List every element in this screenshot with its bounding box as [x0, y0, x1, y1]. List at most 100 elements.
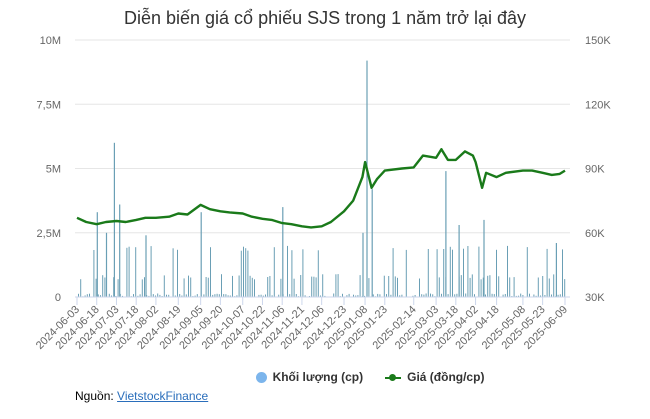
volume-bar-peak[interactable]: [282, 207, 284, 297]
volume-bar: [456, 293, 458, 297]
volume-bar: [471, 274, 473, 297]
volume-bar: [104, 277, 106, 297]
y-right-tick-label: 30K: [585, 292, 605, 304]
volume-bar: [157, 293, 159, 297]
volume-bar: [480, 279, 482, 297]
volume-bar: [386, 294, 387, 297]
volume-bar: [414, 295, 416, 297]
price-line[interactable]: [76, 148, 566, 229]
volume-bar: [280, 278, 282, 297]
volume-bar: [210, 247, 211, 297]
volume-bar: [196, 294, 198, 297]
volume-bar: [487, 275, 489, 297]
volume-bar: [172, 248, 174, 297]
volume-bars[interactable]: [78, 60, 566, 298]
volume-bar: [474, 294, 475, 297]
volume-bar-peak[interactable]: [119, 204, 121, 298]
legend-item-volume[interactable]: Khối lượng (cp): [255, 370, 364, 384]
volume-bar-peak[interactable]: [458, 225, 460, 297]
volume-bar: [383, 275, 385, 297]
volume-bar: [388, 276, 390, 297]
volume-bar: [507, 245, 508, 297]
volume-bar-peak[interactable]: [362, 232, 364, 298]
volume-bar: [548, 278, 550, 297]
volume-bar: [460, 275, 462, 297]
volume-bar-peak[interactable]: [371, 189, 373, 297]
volume-bar: [465, 293, 467, 297]
volume-bar: [502, 294, 504, 297]
volume-bar: [496, 249, 497, 297]
volume-bar: [357, 295, 359, 297]
volume-bar-peak[interactable]: [200, 212, 202, 297]
volume-bar: [207, 277, 209, 297]
volume-bar: [128, 246, 130, 297]
volume-bar: [93, 250, 95, 297]
volume-bar: [405, 249, 407, 297]
y-left-tick-label: 2,5M: [37, 228, 61, 240]
source-link[interactable]: VietstockFinance: [117, 389, 209, 403]
volume-bar: [177, 249, 178, 297]
volume-bar: [522, 295, 524, 297]
chart-legend: Khối lượng (cp) Giá (đồng/cp): [0, 370, 650, 384]
volume-bar: [449, 246, 451, 297]
volume-bar: [133, 294, 134, 297]
legend-item-price[interactable]: Giá (đồng/cp): [385, 370, 484, 384]
volume-bar: [144, 277, 145, 297]
volume-bar: [139, 294, 141, 297]
volume-bar: [216, 293, 218, 297]
volume-bar: [311, 276, 313, 297]
volume-bar: [452, 249, 453, 297]
volume-bar: [335, 274, 337, 297]
volume-bar: [447, 294, 449, 297]
volume-bar: [188, 275, 189, 297]
volume-bar: [412, 295, 414, 297]
volume-bar: [551, 294, 552, 297]
volume-bar: [80, 279, 82, 297]
x-axis-ticks: 2024-06-032024-06-182024-07-032024-07-18…: [34, 297, 570, 352]
volume-bar-peak[interactable]: [113, 142, 115, 297]
volume-bar: [337, 274, 339, 297]
volume-bar-peak[interactable]: [105, 232, 108, 298]
volume-bar-peak[interactable]: [145, 235, 147, 297]
volume-bar-peak[interactable]: [483, 219, 485, 297]
volume-bar: [212, 294, 214, 297]
volume-legend-icon: [255, 371, 267, 383]
volume-bar: [529, 293, 530, 297]
volume-bar: [221, 274, 222, 297]
volume-bar: [425, 293, 427, 297]
volume-bar: [278, 294, 280, 297]
volume-bar: [304, 295, 306, 297]
legend-volume-label: Khối lượng (cp): [272, 370, 364, 384]
volume-bar: [108, 293, 110, 297]
volume-bar: [174, 295, 176, 297]
volume-bar: [84, 295, 86, 297]
volume-bar-peak[interactable]: [445, 171, 447, 297]
volume-bar-peak[interactable]: [366, 60, 368, 297]
volume-bar: [95, 278, 97, 297]
volume-bar: [289, 294, 291, 297]
volume-bar: [236, 295, 238, 297]
volume-bar: [225, 294, 227, 297]
volume-bar: [421, 294, 423, 297]
volume-bar: [313, 276, 315, 297]
volume-bar: [535, 295, 537, 297]
volume-bar: [509, 277, 511, 297]
volume-bar: [265, 294, 266, 297]
volume-bar-peak[interactable]: [555, 243, 557, 297]
volume-bar: [467, 246, 469, 297]
volume-bar: [430, 293, 431, 297]
volume-bar: [368, 278, 370, 297]
volume-bar: [379, 294, 381, 297]
volume-bar: [482, 277, 484, 297]
volume-bar: [390, 294, 392, 297]
volume-bar: [269, 276, 271, 297]
volume-bar: [148, 295, 150, 297]
chart-title: Diễn biến giá cổ phiếu SJS trong 1 năm t…: [123, 8, 527, 28]
volume-bar-peak[interactable]: [96, 212, 98, 297]
price-legend-icon: [385, 372, 402, 383]
volume-bar: [504, 294, 506, 297]
volume-bar: [238, 275, 240, 297]
volume-bar: [295, 294, 297, 297]
volume-bar: [333, 293, 335, 297]
volume-bar: [117, 279, 119, 297]
